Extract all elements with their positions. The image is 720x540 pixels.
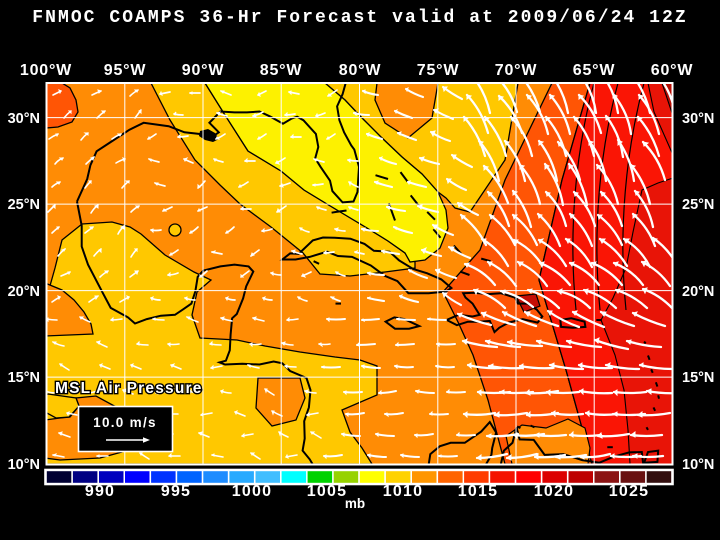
svg-text:20°N: 20°N (8, 284, 40, 300)
svg-text:25°N: 25°N (682, 197, 714, 213)
svg-text:mb: mb (345, 496, 365, 511)
svg-text:10.0 m/s: 10.0 m/s (93, 415, 157, 430)
svg-text:MSL Air Pressure: MSL Air Pressure (55, 380, 203, 397)
svg-text:10°N: 10°N (8, 457, 40, 473)
svg-text:1010: 1010 (383, 483, 423, 500)
svg-text:990: 990 (85, 483, 115, 500)
svg-text:30°N: 30°N (8, 111, 40, 127)
svg-text:30°N: 30°N (682, 111, 714, 127)
svg-text:60°W: 60°W (651, 62, 694, 79)
svg-text:1015: 1015 (458, 483, 498, 500)
svg-text:10°N: 10°N (682, 457, 714, 473)
svg-text:15°N: 15°N (682, 370, 714, 386)
svg-text:1000: 1000 (232, 483, 272, 500)
svg-text:80°W: 80°W (339, 62, 382, 79)
svg-text:20°N: 20°N (682, 284, 714, 300)
svg-text:75°W: 75°W (417, 62, 460, 79)
svg-text:100°W: 100°W (20, 62, 72, 79)
svg-text:25°N: 25°N (8, 197, 40, 213)
svg-text:1025: 1025 (609, 483, 649, 500)
svg-text:1005: 1005 (307, 483, 347, 500)
svg-text:65°W: 65°W (573, 62, 616, 79)
svg-text:90°W: 90°W (182, 62, 225, 79)
svg-text:95°W: 95°W (104, 62, 147, 79)
svg-text:15°N: 15°N (8, 370, 40, 386)
svg-text:85°W: 85°W (260, 62, 303, 79)
svg-text:70°W: 70°W (495, 62, 538, 79)
svg-text:995: 995 (161, 483, 191, 500)
svg-text:1020: 1020 (534, 483, 574, 500)
